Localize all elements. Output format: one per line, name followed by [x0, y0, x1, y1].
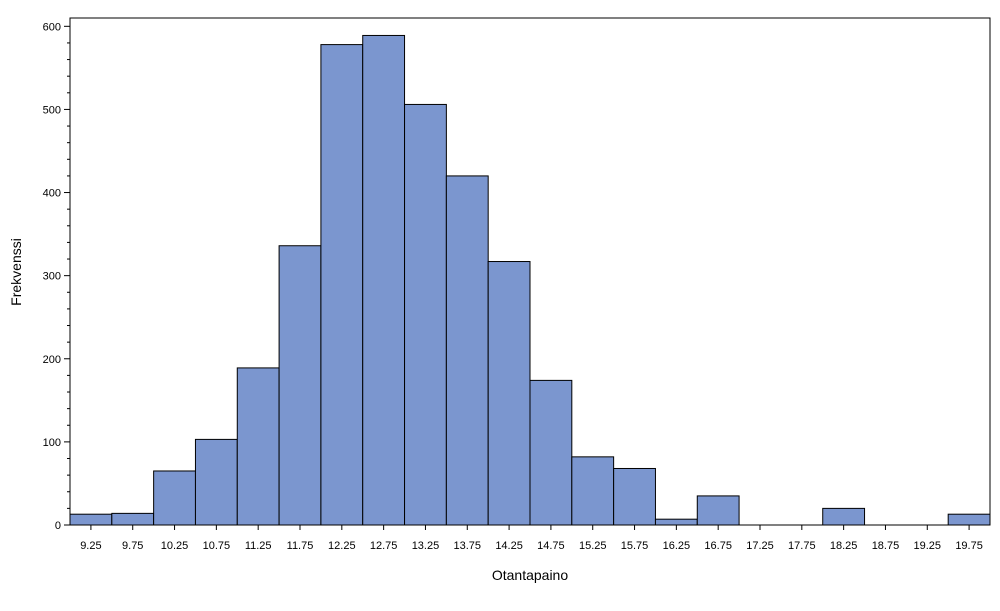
bar-13.25: [404, 103, 447, 526]
x-tick-label: 12.75: [370, 540, 398, 552]
bar-11.25: [236, 367, 280, 526]
bar-16.75: [696, 495, 740, 526]
x-tick-label: 9.25: [80, 540, 101, 552]
x-tick-label: 18.75: [872, 540, 900, 552]
y-axis: 0 100 200 300 400 500 600: [43, 21, 70, 532]
y-tick-label: 500: [43, 104, 61, 116]
bar-12.25: [320, 44, 364, 526]
bar-10.75: [194, 438, 238, 526]
bar-10.25: [153, 470, 196, 526]
x-tick-label: 19.25: [914, 540, 942, 552]
x-tick-label: 18.25: [830, 540, 858, 552]
bar-12.75: [362, 34, 406, 526]
bar-16.25: [654, 518, 698, 526]
x-axis: 9.25 9.75 10.25 10.75 11.25 11.75 12.25 12.75 13…: [80, 525, 983, 552]
x-tick-label: 16.75: [704, 540, 732, 552]
x-tick-label: 19.75: [955, 540, 983, 552]
x-tick-label: 13.75: [454, 540, 482, 552]
x-tick-label: 10.75: [203, 540, 231, 552]
y-tick-label: 0: [55, 520, 61, 532]
bar-14.75: [529, 379, 573, 526]
x-tick-label: 17.25: [746, 540, 774, 552]
bar-19.75: [947, 513, 991, 526]
y-tick-label: 200: [43, 354, 61, 366]
bar-13.75: [445, 175, 489, 526]
x-tick-label: 14.75: [537, 540, 565, 552]
bar-14.25: [487, 261, 531, 526]
x-tick-label: 16.25: [663, 540, 691, 552]
y-tick-label: 400: [43, 188, 61, 200]
x-tick-label: 17.75: [788, 540, 816, 552]
x-tick-label: 14.25: [495, 540, 523, 552]
bar-15.75: [613, 467, 656, 526]
bars-group: [69, 34, 991, 526]
x-tick-label: 9.75: [122, 540, 143, 552]
bar-9.25: [69, 513, 113, 526]
y-axis-title: Frekvenssi: [8, 238, 24, 306]
y-tick-label: 100: [43, 437, 61, 449]
x-tick-label: 13.25: [412, 540, 440, 552]
y-tick-label: 300: [43, 271, 61, 283]
y-tick-label: 600: [43, 21, 61, 33]
x-tick-label: 15.75: [621, 540, 649, 552]
x-tick-label: 11.75: [287, 540, 314, 552]
bar-9.75: [111, 512, 155, 526]
x-tick-label: 15.25: [579, 540, 607, 552]
x-tick-label: 10.25: [161, 540, 189, 552]
bar-15.25: [571, 456, 615, 526]
bar-11.75: [278, 245, 322, 526]
plot-frame: [69, 17, 991, 526]
x-axis-title: Otantapaino: [492, 567, 568, 583]
x-tick-label: 12.25: [328, 540, 356, 552]
x-tick-label: 11.25: [245, 540, 272, 552]
bar-18.25: [822, 507, 866, 526]
